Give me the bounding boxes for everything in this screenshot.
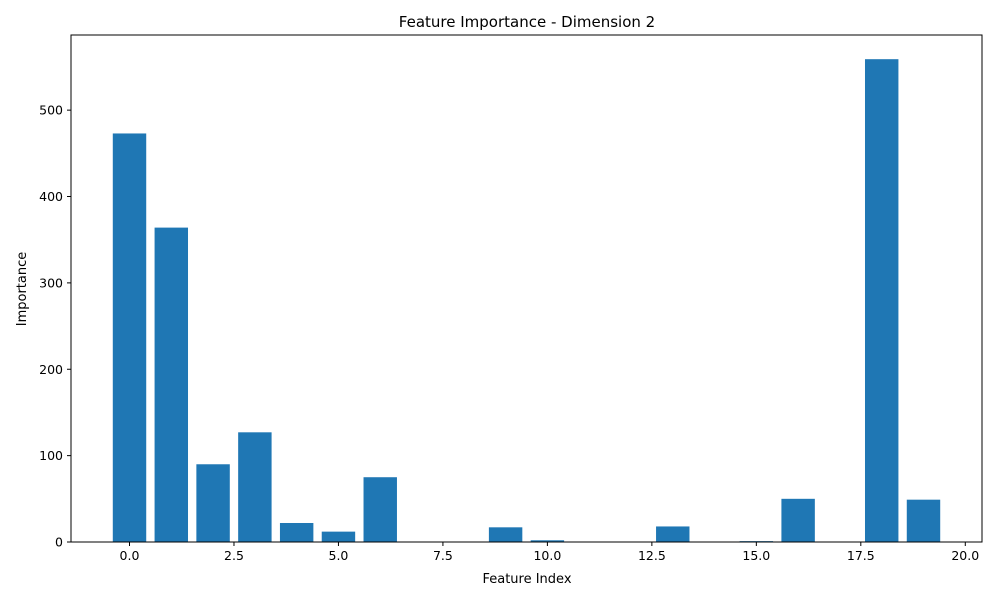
bar-feature-6 xyxy=(363,477,397,542)
bar-feature-10 xyxy=(530,540,565,542)
y-tick-label: 0 xyxy=(55,535,63,550)
x-tick-label: 0.0 xyxy=(120,548,140,563)
bar-feature-4 xyxy=(279,522,314,542)
bar-feature-18 xyxy=(864,59,899,542)
bar-feature-2 xyxy=(196,464,230,542)
y-tick-label: 500 xyxy=(39,103,63,118)
x-tick-label: 2.5 xyxy=(224,548,244,563)
y-tick-label: 100 xyxy=(39,448,63,463)
chart-title: Feature Importance - Dimension 2 xyxy=(399,13,655,31)
x-tick-label: 12.5 xyxy=(638,548,666,563)
x-axis-label: Feature Index xyxy=(482,572,571,587)
bar-feature-5 xyxy=(321,531,356,542)
x-tick-label: 10.0 xyxy=(533,548,561,563)
y-tick-label: 400 xyxy=(39,189,63,204)
bars-group xyxy=(112,59,941,543)
y-tick-label: 300 xyxy=(39,275,63,290)
bar-feature-3 xyxy=(238,432,272,542)
bar-feature-9 xyxy=(488,527,523,542)
x-tick-label: 7.5 xyxy=(433,548,453,563)
x-tick-label: 20.0 xyxy=(951,548,979,563)
x-tick-label: 15.0 xyxy=(742,548,770,563)
y-axis-ticks: 0 100 200 300 400 500 xyxy=(39,103,71,550)
bar-feature-13 xyxy=(656,526,690,542)
x-tick-label: 17.5 xyxy=(847,548,875,563)
x-axis-ticks: 0.0 2.5 5.0 7.5 10.0 12.5 15.0 17.5 20.0 xyxy=(120,542,979,563)
bar-feature-1 xyxy=(154,227,189,543)
y-tick-label: 200 xyxy=(39,362,63,377)
bar-feature-0 xyxy=(112,133,147,542)
y-axis-label: Importance xyxy=(15,252,30,327)
bar-feature-19 xyxy=(906,499,941,542)
x-tick-label: 5.0 xyxy=(329,548,349,563)
bar-feature-16 xyxy=(781,498,815,542)
plot-frame xyxy=(70,34,983,543)
